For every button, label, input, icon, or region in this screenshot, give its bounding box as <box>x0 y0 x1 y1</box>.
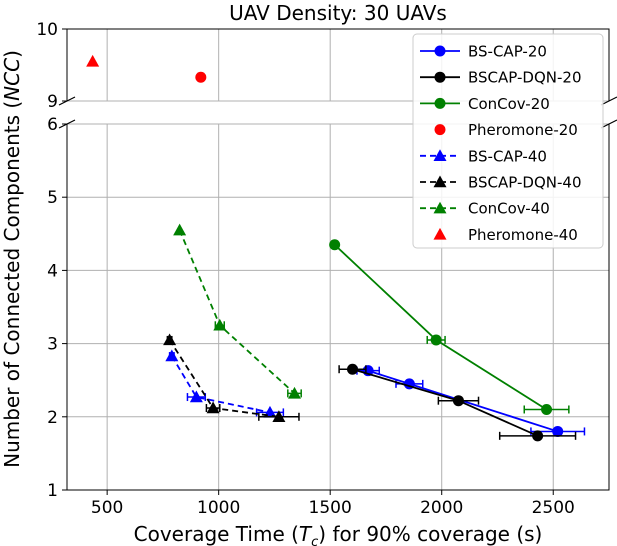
y-tick-label: 4 <box>47 261 58 281</box>
data-point <box>552 425 564 437</box>
upper-axes-frame <box>66 28 610 101</box>
x-tick-label: 2000 <box>420 498 463 518</box>
data-point <box>532 430 544 442</box>
tick-layer: 500 1000 1500 2000 2500 1 2 3 4 5 6 9 10 <box>36 20 575 518</box>
data-point <box>213 318 227 331</box>
lower-axes-frame <box>66 124 610 491</box>
y-tick-label: 10 <box>36 20 58 40</box>
x-tick-label: 1500 <box>309 498 352 518</box>
data-point <box>346 363 358 375</box>
series-pheromone-20 <box>195 71 207 83</box>
data-point <box>163 333 177 346</box>
legend-marker <box>433 175 447 188</box>
y-tick-label: 3 <box>47 335 58 355</box>
axis-break-mark <box>600 96 617 106</box>
data-point <box>452 395 464 407</box>
legend-marker <box>434 45 446 57</box>
axes-frame <box>58 28 617 491</box>
data-point <box>206 401 220 414</box>
y-tick-label: 9 <box>47 92 58 112</box>
series-line <box>352 368 538 437</box>
legend-item: BS-CAP-40 <box>420 147 547 165</box>
data-point <box>288 386 302 399</box>
legend-label: BS-CAP-40 <box>468 147 547 165</box>
legend-item: BSCAP-DQN-40 <box>420 174 582 192</box>
series-concov-20 <box>329 239 570 415</box>
legend-marker <box>434 124 446 136</box>
legend-box <box>412 33 604 249</box>
legend: BS-CAP-20 BSCAP-DQN-20 ConCov-20 Pheromone-… <box>412 33 604 249</box>
data-point <box>173 223 187 236</box>
series-line <box>178 229 296 395</box>
legend-marker <box>434 97 446 109</box>
legend-marker <box>433 149 447 161</box>
legend-item: ConCov-20 <box>420 95 550 113</box>
x-tick-label: 500 <box>91 498 123 518</box>
legend-marker <box>434 71 446 83</box>
legend-item: Pheromone-20 <box>434 121 578 139</box>
legend-label: BSCAP-DQN-20 <box>468 69 582 87</box>
y-tick-label: 2 <box>47 408 58 428</box>
legend-item: ConCov-40 <box>420 200 550 218</box>
chart-title: UAV Density: 30 UAVs <box>229 1 447 25</box>
series-bscap-dqn-40 <box>163 333 300 422</box>
data-point <box>195 71 207 83</box>
data-point <box>86 54 100 67</box>
legend-label: Pheromone-40 <box>468 226 578 244</box>
legend-label: BS-CAP-20 <box>468 43 547 61</box>
legend-label: BSCAP-DQN-40 <box>468 174 582 192</box>
series-layer <box>86 54 586 442</box>
legend-item: BSCAP-DQN-20 <box>420 69 582 87</box>
series-pheromone-40 <box>86 54 100 67</box>
y-tick-label: 6 <box>47 115 58 135</box>
y-tick-label: 1 <box>47 481 58 501</box>
legend-item: Pheromone-40 <box>433 226 578 244</box>
series-line <box>171 355 271 414</box>
x-tick-label: 2500 <box>532 498 575 518</box>
legend-label: ConCov-20 <box>468 95 550 113</box>
series-line <box>334 244 548 411</box>
legend-marker <box>433 227 447 240</box>
series-line <box>168 339 280 418</box>
y-axis-label: Number of Connected Components (NCC) <box>0 50 24 468</box>
legend-marker <box>433 201 447 214</box>
series-bscap-dqn-20 <box>338 363 577 442</box>
x-tick-label: 1000 <box>197 498 240 518</box>
data-point <box>329 239 341 251</box>
axis-break-mark <box>600 119 617 129</box>
legend-item: BS-CAP-20 <box>420 43 547 61</box>
data-point <box>430 334 442 346</box>
legend-label: ConCov-40 <box>468 200 550 218</box>
y-tick-label: 5 <box>47 188 58 208</box>
data-point <box>165 349 179 362</box>
data-point <box>189 390 203 403</box>
legend-label: Pheromone-20 <box>468 121 578 139</box>
x-axis-label: Coverage Time (Tc) for 90% coverage (s) <box>134 522 543 546</box>
data-point <box>541 403 553 415</box>
data-point <box>272 410 286 422</box>
series-concov-40 <box>173 223 302 399</box>
